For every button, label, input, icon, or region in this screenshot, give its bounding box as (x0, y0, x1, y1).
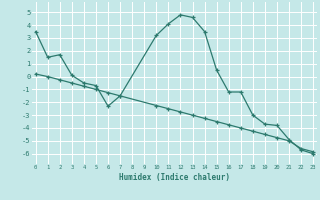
X-axis label: Humidex (Indice chaleur): Humidex (Indice chaleur) (119, 173, 230, 182)
